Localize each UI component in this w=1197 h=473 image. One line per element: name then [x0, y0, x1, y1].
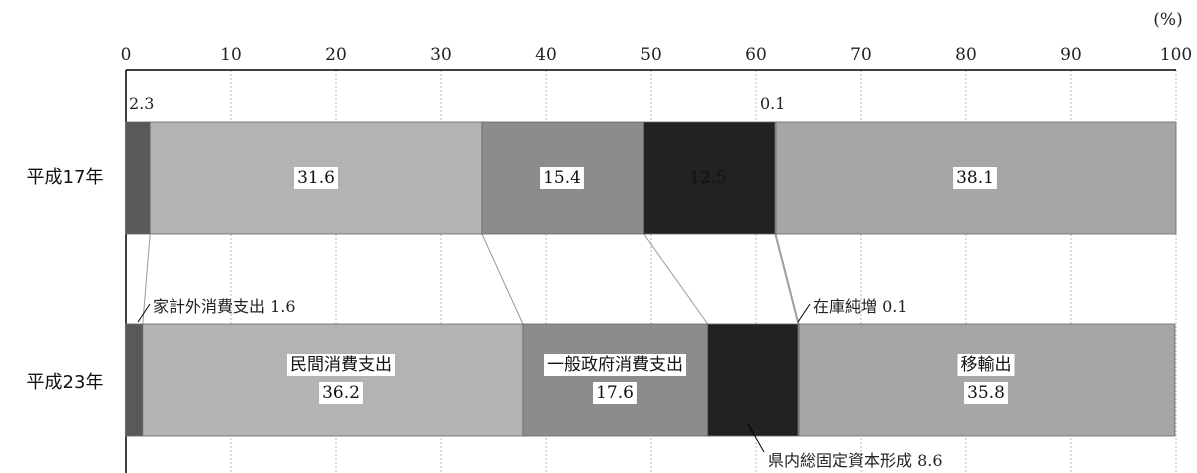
x-tick-label-2: 20 — [325, 45, 347, 65]
connector-4 — [775, 233, 800, 325]
label-background — [593, 382, 637, 404]
bar-1-5 — [798, 323, 1176, 437]
annotation-leader-s3 — [747, 423, 765, 453]
annotation-s0: 家計外消費支出 1.6 — [153, 297, 296, 316]
unit-label: (%) — [1153, 10, 1182, 30]
series-label-s5: 移輸出 — [961, 355, 1012, 375]
annotation-s4: 在庫純増 0.1 — [813, 297, 908, 316]
label-background — [686, 167, 730, 189]
label-2005-s3: 12.5 — [689, 168, 727, 188]
label-background — [319, 382, 363, 404]
connector-2 — [643, 233, 709, 325]
label-2011-s5: 35.8 — [967, 383, 1005, 403]
x-tick-label-3: 30 — [430, 45, 452, 65]
connector-3 — [774, 233, 799, 325]
x-tick-label-4: 40 — [535, 45, 557, 65]
x-tick-label-0: 0 — [121, 45, 132, 65]
annotation-leader-s0 — [137, 303, 151, 323]
label-2005-s5: 38.1 — [956, 168, 994, 188]
x-tick-label-5: 50 — [640, 45, 662, 65]
connector-1 — [481, 233, 524, 325]
category-label-2011: 平成23年 — [27, 372, 104, 393]
connector-0 — [142, 233, 151, 325]
category-label-2005: 平成17年 — [27, 167, 104, 188]
x-tick-label-10: 100 — [1160, 45, 1192, 65]
bar-0-0 — [125, 121, 151, 235]
bar-1-2 — [522, 323, 709, 437]
label-background — [953, 167, 997, 189]
series-label-s1: 民間消費支出 — [290, 355, 392, 375]
x-axis-ticks: 0 10 20 30 40 50 60 70 80 90 100 — [121, 45, 1193, 65]
label-background — [540, 167, 584, 189]
label-2005-s1: 31.6 — [297, 168, 335, 188]
label-background — [957, 354, 1015, 376]
label-2005-s4: 0.1 — [760, 94, 785, 113]
annotation-leader-s4 — [797, 303, 811, 323]
x-tick-label-8: 80 — [955, 45, 977, 65]
bar-1-1 — [142, 323, 524, 437]
label-2011-s2: 17.6 — [596, 383, 634, 403]
x-tick-label-9: 90 — [1060, 45, 1082, 65]
label-background — [544, 354, 686, 376]
annotation-s3: 県内総固定資本形成 8.6 — [768, 451, 943, 470]
bars — [125, 121, 1177, 437]
x-tick-label-6: 60 — [745, 45, 767, 65]
gridlines — [230, 70, 1177, 473]
bar-1-3 — [707, 323, 799, 437]
connector-lines — [142, 233, 800, 325]
series-label-s2: 一般政府消費支出 — [547, 355, 683, 375]
x-tick-label-7: 70 — [850, 45, 872, 65]
label-background — [294, 167, 338, 189]
bar-1-0 — [125, 323, 144, 437]
label-background — [287, 354, 395, 376]
x-tick-label-1: 10 — [220, 45, 242, 65]
label-2005-s2: 15.4 — [543, 168, 581, 188]
label-2011-s1: 36.2 — [322, 383, 360, 403]
label-2005-s0: 2.3 — [129, 94, 154, 113]
label-background — [964, 382, 1008, 404]
